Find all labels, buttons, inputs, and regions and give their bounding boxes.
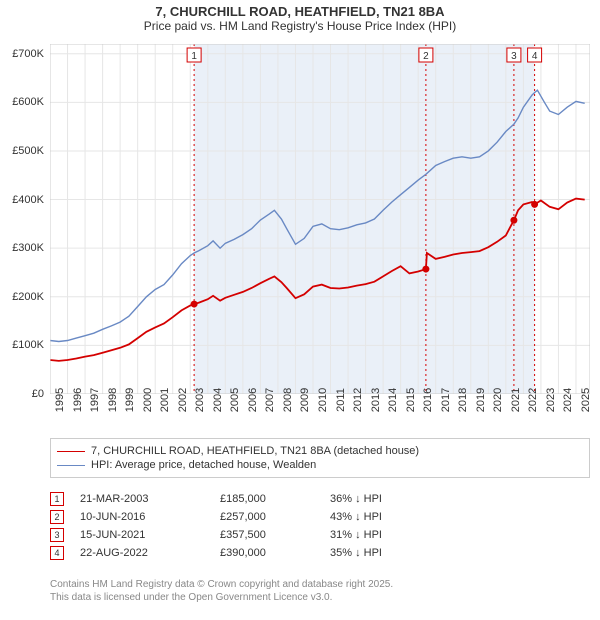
legend-swatch [57,451,85,452]
y-tick-label: £200K [12,291,44,303]
sale-diff: 36% ↓ HPI [330,493,590,505]
x-tick-label: 2002 [177,388,189,412]
svg-text:3: 3 [511,51,517,62]
y-tick-label: £500K [12,145,44,157]
chart-container: 7, CHURCHILL ROAD, HEATHFIELD, TN21 8BA … [0,0,600,620]
x-tick-label: 2009 [299,388,311,412]
x-tick-label: 2024 [562,388,574,412]
sale-price: £185,000 [220,493,330,505]
legend-item: 7, CHURCHILL ROAD, HEATHFIELD, TN21 8BA … [57,445,583,457]
x-tick-label: 1998 [107,388,119,412]
y-tick-label: £0 [32,388,44,400]
sale-marker-icon: 2 [50,510,64,524]
legend-label: 7, CHURCHILL ROAD, HEATHFIELD, TN21 8BA … [91,445,419,457]
sale-date: 10-JUN-2016 [80,511,220,523]
sale-diff: 43% ↓ HPI [330,511,590,523]
sale-date: 15-JUN-2021 [80,529,220,541]
x-tick-label: 1999 [124,388,136,412]
legend: 7, CHURCHILL ROAD, HEATHFIELD, TN21 8BA … [50,438,590,478]
x-tick-label: 2012 [352,388,364,412]
x-tick-label: 2016 [422,388,434,412]
legend-label: HPI: Average price, detached house, Weal… [91,459,316,471]
chart-area: 1 2 3 4 [50,44,590,394]
sale-row: 1 21-MAR-2003£185,00036% ↓ HPI [50,492,590,506]
sale-row: 3 15-JUN-2021£357,50031% ↓ HPI [50,528,590,542]
title-block: 7, CHURCHILL ROAD, HEATHFIELD, TN21 8BA … [0,4,600,33]
sales-table: 1 21-MAR-2003£185,00036% ↓ HPI 2 10-JUN-201… [50,488,590,564]
sale-price: £357,500 [220,529,330,541]
legend-item: HPI: Average price, detached house, Weal… [57,459,583,471]
sale-date: 22-AUG-2022 [80,547,220,559]
title-subtitle: Price paid vs. HM Land Registry's House … [0,19,600,33]
y-axis: £0£100K£200K£300K£400K£500K£600K£700K [0,44,48,394]
x-tick-label: 2010 [317,388,329,412]
y-tick-label: £100K [12,339,44,351]
y-tick-label: £300K [12,242,44,254]
x-tick-label: 1996 [72,388,84,412]
x-tick-label: 2008 [282,388,294,412]
x-tick-label: 2011 [335,388,347,412]
x-tick-label: 2021 [510,388,522,412]
x-tick-label: 2005 [229,388,241,412]
x-tick-label: 2013 [370,388,382,412]
title-address: 7, CHURCHILL ROAD, HEATHFIELD, TN21 8BA [0,4,600,19]
x-tick-label: 2020 [492,388,504,412]
sale-price: £257,000 [220,511,330,523]
x-tick-label: 2004 [212,388,224,412]
x-tick-label: 2017 [440,388,452,412]
x-tick-label: 2023 [545,388,557,412]
x-tick-label: 2003 [194,388,206,412]
sale-date: 21-MAR-2003 [80,493,220,505]
attribution-line2: This data is licensed under the Open Gov… [50,591,590,604]
attribution: Contains HM Land Registry data © Crown c… [50,578,590,604]
sale-marker-icon: 4 [50,546,64,560]
x-tick-label: 2006 [247,388,259,412]
x-tick-label: 2019 [475,388,487,412]
sale-row: 2 10-JUN-2016£257,00043% ↓ HPI [50,510,590,524]
sale-diff: 31% ↓ HPI [330,529,590,541]
sale-marker-icon: 3 [50,528,64,542]
x-tick-label: 1995 [54,388,66,412]
chart-svg: 1 2 3 4 [50,44,590,394]
x-tick-label: 1997 [89,388,101,412]
sale-price: £390,000 [220,547,330,559]
x-tick-label: 2000 [142,388,154,412]
sale-marker-icon: 1 [50,492,64,506]
svg-text:4: 4 [532,51,538,62]
x-tick-label: 2022 [527,388,539,412]
x-axis: 1995199619971998199920002001200220032004… [50,396,590,436]
y-tick-label: £700K [12,48,44,60]
y-tick-label: £600K [12,96,44,108]
x-tick-label: 2007 [264,388,276,412]
legend-swatch [57,465,85,466]
sale-row: 4 22-AUG-2022£390,00035% ↓ HPI [50,546,590,560]
svg-text:1: 1 [191,51,197,62]
x-tick-label: 2018 [457,388,469,412]
x-tick-label: 2025 [580,388,592,412]
sale-diff: 35% ↓ HPI [330,547,590,559]
svg-text:2: 2 [423,51,429,62]
x-tick-label: 2001 [159,388,171,412]
attribution-line1: Contains HM Land Registry data © Crown c… [50,578,590,591]
x-tick-label: 2015 [405,388,417,412]
x-tick-label: 2014 [387,388,399,412]
y-tick-label: £400K [12,194,44,206]
